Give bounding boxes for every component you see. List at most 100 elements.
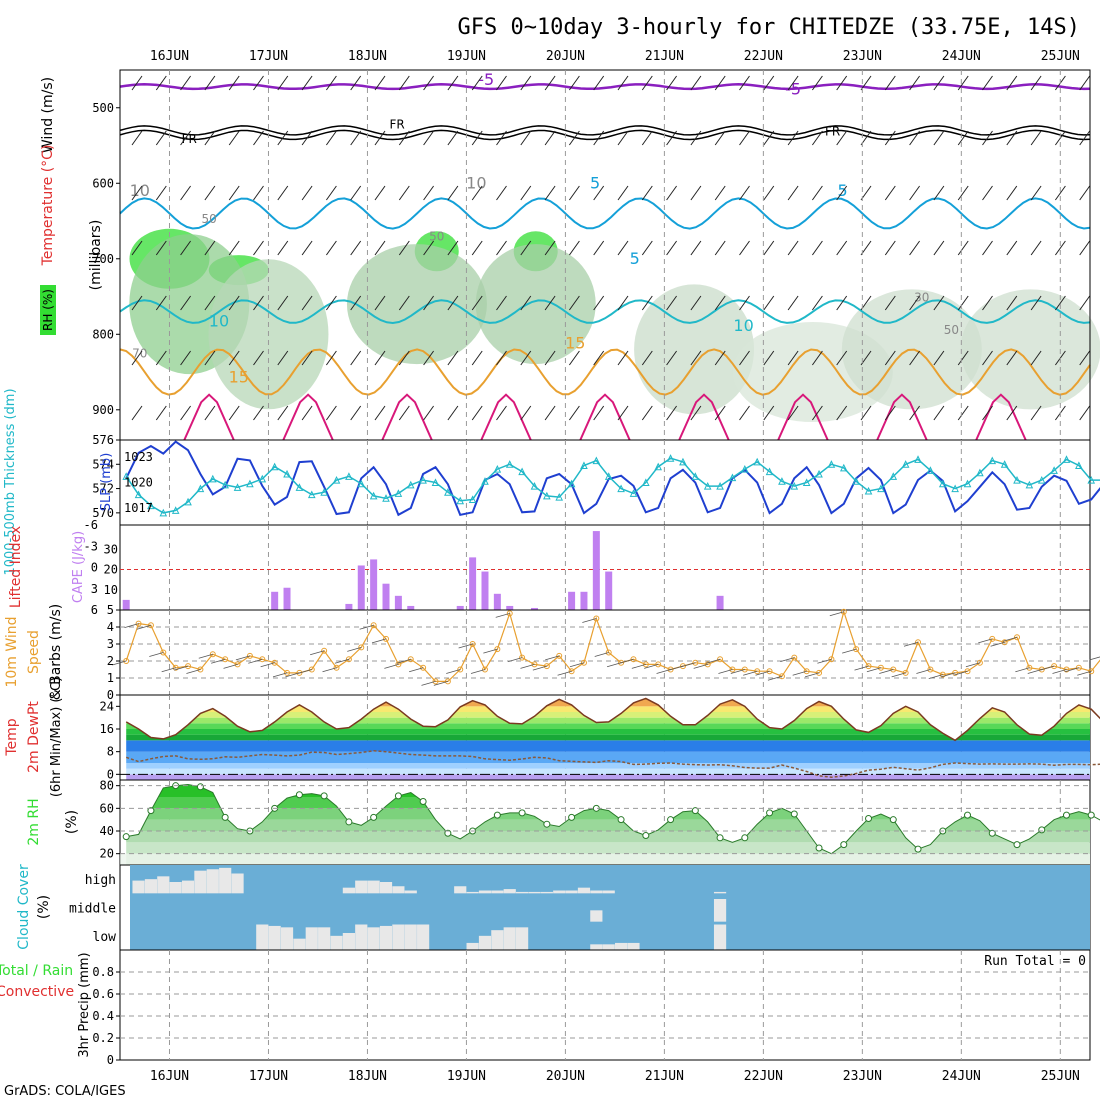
wind-barb-icon [496, 185, 507, 201]
wind-barb-icon [325, 240, 337, 256]
thickness-point [679, 457, 687, 466]
y-tick-label: 800 [92, 327, 114, 341]
wind-speed-point [234, 661, 241, 668]
wind-barb-icon [301, 350, 313, 366]
wind-barb-icon [520, 130, 532, 146]
thickness-point [889, 472, 898, 480]
cloud-level-label: high [85, 873, 116, 888]
wind-barb-icon [836, 240, 848, 256]
wind-speed-point [840, 608, 847, 615]
wind-barb-icon [582, 618, 597, 623]
cape-bar [456, 605, 464, 610]
wind-barb-icon [982, 185, 993, 201]
contour-label: 50 [201, 212, 216, 226]
wind-barb-icon [1089, 656, 1100, 661]
wind-barb-icon [739, 75, 750, 91]
y-tick-label: 500 [92, 101, 114, 115]
cloud-bar-high [206, 869, 219, 894]
wind-barb-icon [228, 405, 240, 421]
wind-barb-icon [568, 405, 580, 421]
cape-axis-label: CAPE (J/kg) [71, 531, 86, 603]
wind10-axis-label-2: Speed [26, 630, 42, 674]
rh-point [889, 816, 897, 824]
wind-barb-icon [325, 295, 337, 311]
contour-label: FR [825, 124, 840, 138]
thickness-point [963, 479, 972, 488]
isotherm-20 [579, 393, 631, 441]
cloud-bar-low [367, 927, 380, 950]
wind-barb-icon [730, 669, 745, 674]
wind-barb-icon [811, 405, 823, 421]
wind-barb-icon [854, 665, 869, 671]
wind-barb-icon [617, 295, 629, 311]
wind-barb-icon [131, 295, 143, 311]
wind-barb-icon [763, 75, 775, 91]
isotherm-15 [119, 348, 1091, 396]
wind-barb-icon [641, 185, 653, 201]
wind-barb-icon [544, 295, 556, 311]
wind-barb-icon [666, 295, 678, 311]
rh-point [840, 841, 848, 849]
wind-barb-icon [124, 623, 139, 628]
wind-barb-icon [787, 240, 799, 256]
wind-barb-icon [350, 130, 362, 146]
wind-speed-point [1038, 666, 1045, 673]
thickness-point [530, 482, 539, 490]
wind-barb-icon [277, 350, 289, 366]
cape-bar [357, 565, 365, 610]
wind-barb-icon [277, 405, 289, 421]
wind-speed-point [469, 641, 476, 647]
wind-barb-icon [690, 75, 702, 91]
pressure-axis-label: (millibars) [88, 220, 104, 291]
wind-barb-icon [763, 405, 775, 421]
thickness-point [778, 477, 786, 485]
wind-speed-point [778, 673, 785, 680]
isotherm-freezing [119, 125, 1091, 136]
wind-barb-icon [520, 295, 532, 311]
wind-barb-icon [447, 350, 459, 366]
temp-band [126, 763, 1090, 769]
thickness-point [716, 482, 724, 490]
thickness-point [543, 491, 551, 500]
wind-speed-point [358, 644, 365, 651]
thickness-point [369, 491, 378, 500]
y-tick-label: 574 [92, 457, 114, 471]
precip-axis-label: 3hr Precip (mm) [77, 952, 92, 1057]
x-tick-label-bottom: 25JUN [1041, 1069, 1080, 1084]
wind-barb-icon [532, 665, 547, 671]
cloud-bar-high [478, 890, 492, 894]
wind-speed-point [197, 666, 204, 673]
cape-bar [469, 557, 477, 610]
cloud-panel: high middle low Cloud Cover (%) [16, 864, 1091, 951]
x-tick-label-top: 20JUN [546, 49, 585, 64]
wind-barb-icon [301, 75, 313, 91]
wind-barb-icon [483, 648, 498, 654]
cloud-bar-low [293, 938, 306, 950]
wind-barb-icon [398, 130, 410, 146]
wind-barb-icon [350, 185, 362, 201]
wind-barb-icon [277, 130, 289, 146]
cloud-bar-low [602, 944, 615, 950]
wind-barb-icon [180, 75, 192, 91]
wind-barb-icon [301, 405, 313, 421]
wind-speed-point [1075, 664, 1082, 671]
convective-label: Convective [0, 984, 74, 1000]
wind-barb-icon [409, 667, 424, 673]
isotherm-20 [282, 393, 334, 441]
cloud-axis-label: Cloud Cover [16, 864, 32, 950]
cloud-bar-high [367, 880, 380, 894]
wind-barb-icon [1006, 75, 1018, 91]
thickness-point [419, 475, 427, 484]
wind-barb-icon [180, 185, 192, 201]
wind-barb-icon [301, 295, 313, 311]
rh-legend-swatch [40, 285, 56, 335]
wind-barb-icon [198, 653, 213, 659]
wind-barb-icon [714, 295, 726, 311]
wind-barb-icon [739, 240, 750, 256]
thickness-point [827, 460, 836, 468]
wind-barb-icon [690, 240, 702, 256]
cape-panel: -6 -3 0 3 6 10 20 30 Lifted Index CAPE (J/kg) [8, 518, 1091, 617]
thickness-point [320, 488, 328, 496]
wind-barb-icon [471, 185, 483, 201]
